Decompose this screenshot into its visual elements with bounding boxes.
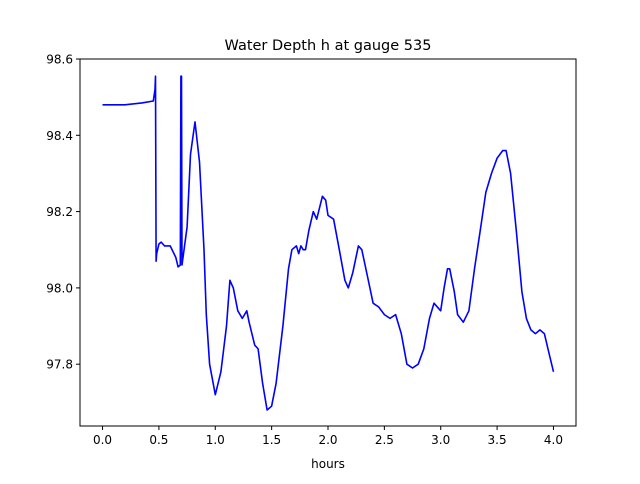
- x-tick-label: 3.0: [431, 433, 450, 447]
- x-tick-label: 3.5: [488, 433, 507, 447]
- chart-title: Water Depth h at gauge 535: [225, 38, 432, 54]
- x-tick-label: 0.0: [93, 433, 112, 447]
- series-line-h: [102, 75, 555, 411]
- x-tick-label: 1.5: [262, 433, 281, 447]
- x-axis-label: hours: [311, 457, 345, 471]
- plot-area: 0.0 0.5 1.0 1.5 2.0 2.5 3.0 3.5 4.0 97.8 98.0 98.2 9…: [46, 53, 577, 447]
- y-tick-label: 97.8: [46, 358, 73, 372]
- y-tick-label: 98.4: [46, 129, 73, 143]
- x-tick-label: 2.5: [375, 433, 394, 447]
- y-tick-label: 98.0: [46, 281, 73, 295]
- x-tick-label: 1.0: [206, 433, 225, 447]
- x-tick-label: 4.0: [544, 433, 563, 447]
- x-tick-label: 0.5: [149, 433, 168, 447]
- x-tick-label: 2.0: [318, 433, 337, 447]
- y-tick-label: 98.6: [46, 53, 73, 67]
- y-tick-label: 98.2: [46, 205, 73, 219]
